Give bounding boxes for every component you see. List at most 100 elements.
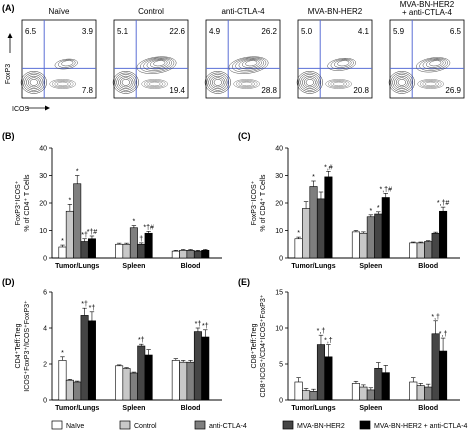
significance-mark: *,† [431, 314, 440, 321]
bar [374, 213, 383, 259]
flow-xlabel: ICOS [12, 106, 29, 113]
panel-label: (B) [2, 131, 15, 141]
bar [122, 368, 131, 401]
density-contour [238, 80, 255, 87]
bar [416, 242, 425, 259]
density-contour [136, 56, 177, 74]
legend-swatch [194, 420, 206, 430]
bar [186, 250, 195, 259]
arrow-up-icon [7, 33, 13, 38]
quadrant-value-bottom-right: 20.8 [353, 86, 369, 95]
bar [73, 381, 82, 401]
y-tick-label: 20 [275, 201, 283, 208]
density-contour [57, 81, 69, 87]
flow-ylabel: FoxP3 [5, 64, 12, 84]
chart-panel: (B) FoxP3⁺ICOS⁺% of CD4⁺ T Cells 0 10 20 30 40… [2, 131, 222, 270]
bar [309, 186, 318, 259]
density-contour [150, 59, 168, 68]
bar [137, 345, 146, 401]
density-contour [54, 80, 71, 87]
significance-mark: * [369, 208, 372, 215]
x-tick-label: Blood [418, 405, 438, 412]
y-tick-label: 10 [275, 326, 283, 333]
flow-panel-title: Control [138, 7, 164, 16]
legend-swatch [359, 420, 371, 430]
density-contour [143, 80, 166, 88]
quadrant-value-bottom-right: 28.8 [261, 86, 277, 95]
bar [409, 242, 418, 259]
y-axis-label: FoxP3⁻ICOS⁺ [251, 180, 258, 225]
significance-mark: * [61, 350, 64, 357]
bar-charts: (B)FoxP3⁺ICOS⁺% of CD4⁺ T Cells010203040… [2, 131, 460, 412]
bar [351, 231, 360, 259]
y-tick-label: 15 [275, 290, 283, 297]
y-tick-label: 0 [43, 256, 47, 263]
significance-mark: *,† [317, 328, 326, 335]
bar [324, 176, 333, 259]
density-contour [245, 60, 258, 67]
density-contour [240, 81, 253, 87]
flow-panel: MVA-BN-HER2 5.0 4.1 20.8 [296, 7, 373, 99]
density-contour [388, 71, 415, 94]
density-contour [392, 74, 412, 91]
bar [424, 241, 433, 259]
legend-swatch [282, 420, 294, 430]
bar [171, 250, 180, 259]
significance-mark: † [139, 236, 143, 243]
quadrant-value-top-right: 4.1 [358, 27, 370, 36]
density-contour [204, 71, 231, 94]
flow-panel-title: MVA-BN-HER2 [308, 7, 363, 16]
flow-panel: MVA-BN-HER2+ anti-CTLA-4 5.9 6.5 26.9 [388, 0, 465, 99]
density-contour [305, 79, 314, 86]
density-contour [325, 79, 352, 89]
density-contour [330, 80, 347, 87]
density-contour [27, 77, 40, 88]
legend-label: anti-CTLA-4 [209, 423, 247, 430]
quadrant-value-top-right: 6.5 [450, 27, 462, 36]
density-contour [210, 75, 226, 89]
panel-label-a: (A) [2, 3, 15, 13]
bar [80, 315, 89, 401]
panel-label: (D) [2, 277, 15, 287]
density-contour [213, 79, 222, 86]
density-contour [426, 59, 444, 68]
bar [359, 386, 368, 401]
bar [201, 250, 210, 259]
bar [381, 197, 390, 259]
significance-mark: *,†# [437, 200, 450, 207]
flow-cytometry-row: (A) FoxP3 ICOS Naïve 6.5 3.9 7.8 Control 5.1 22.6… [2, 0, 465, 113]
x-tick-label: Blood [181, 263, 201, 270]
density-contour [333, 81, 345, 87]
density-contour [337, 60, 350, 67]
density-contour [242, 59, 260, 68]
bar [381, 372, 390, 401]
y-tick-label: 0 [279, 398, 283, 405]
x-tick-label: Spleen [122, 263, 145, 270]
density-contour [422, 80, 439, 87]
density-contour [29, 79, 38, 86]
bar [316, 198, 325, 259]
chart-panel: (E) CD8⁺Teff:Treg CD8⁺ICOS⁺/CD4⁺ICOS⁺FoxP3… [238, 277, 460, 412]
chart-panel: (D) CD4⁺Teff:Treg ICOS⁺FoxP3⁺/ICOS⁺FoxP3⁺ 0… [2, 277, 222, 412]
bar [144, 232, 153, 259]
significance-mark: *,† [324, 338, 333, 345]
density-contour [328, 80, 350, 88]
density-contour [420, 80, 442, 88]
density-contour [20, 71, 47, 94]
density-contour [425, 81, 437, 87]
density-contour [49, 79, 76, 89]
legend-label: Naïve [66, 423, 84, 430]
y-axis-label: ICOS⁺FoxP3⁺/ICOS⁺FoxP3⁺ [24, 300, 31, 392]
significance-mark: *,# [324, 164, 333, 171]
significance-mark: * [377, 205, 380, 212]
density-contour [233, 79, 260, 89]
bar [366, 389, 375, 401]
y-tick-label: 6 [43, 290, 47, 297]
density-contour [417, 79, 444, 89]
flow-panel-title: Naïve [49, 7, 70, 16]
y-tick-label: 0 [43, 398, 47, 405]
bar [439, 210, 448, 259]
bar [294, 381, 303, 401]
density-contour [300, 74, 320, 91]
bar [87, 320, 96, 401]
